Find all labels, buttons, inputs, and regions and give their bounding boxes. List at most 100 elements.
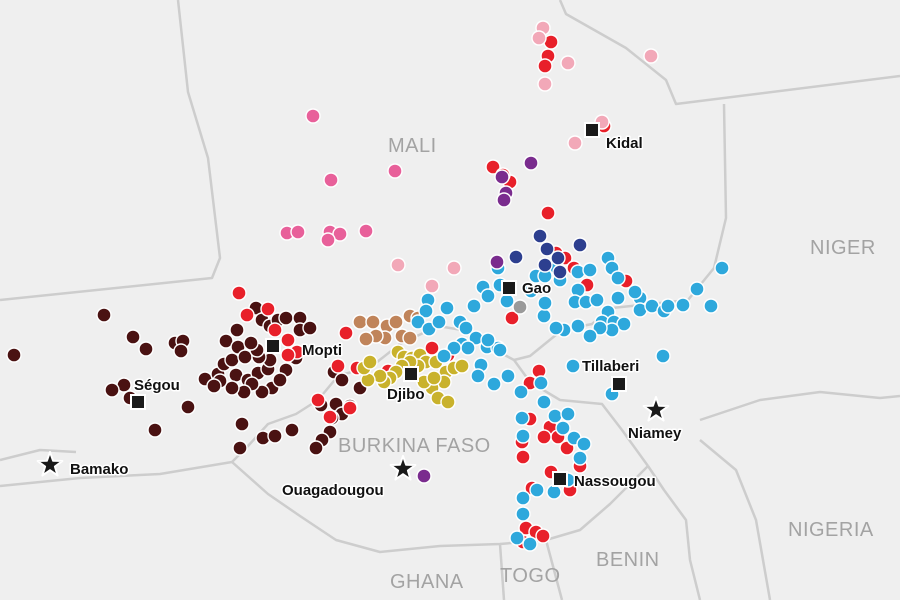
burkina-south-border	[231, 461, 649, 554]
city-label-kidal: Kidal	[606, 135, 643, 152]
event-dot-sky-blue	[515, 428, 531, 444]
event-dot-dark-maroon	[232, 440, 248, 456]
event-dot-sky-blue	[592, 320, 608, 336]
event-dot-dark-maroon	[229, 322, 245, 338]
event-dot-sky-blue	[515, 506, 531, 522]
event-dot-sky-blue	[537, 295, 553, 311]
city-label-segou: Ségou	[134, 377, 180, 394]
event-dot-sky-blue	[513, 384, 529, 400]
event-dot-dark-maroon	[308, 440, 324, 456]
event-dot-sky-blue	[492, 342, 508, 358]
event-dot-red	[310, 392, 326, 408]
event-dot-dark-maroon	[138, 341, 154, 357]
event-dot-grey	[512, 299, 528, 315]
ghana-togo-border	[498, 543, 506, 600]
event-dot-navy	[552, 264, 568, 280]
event-dot-light-pink	[560, 55, 576, 71]
city-niamey: Niamey	[627, 396, 684, 444]
country-label-togo: TOGO	[500, 565, 561, 587]
capital-star-icon	[36, 451, 64, 477]
event-dot-red	[540, 205, 556, 221]
event-dot-red	[267, 322, 283, 338]
event-dot-sky-blue	[466, 298, 482, 314]
event-dot-sky-blue	[514, 410, 530, 426]
event-dot-sky-blue	[660, 298, 676, 314]
event-dot-pink	[320, 232, 336, 248]
event-dot-sky-blue	[616, 316, 632, 332]
event-dot-sky-blue	[480, 332, 496, 348]
event-dot-dark-maroon	[272, 372, 288, 388]
event-dot-tan	[388, 314, 404, 330]
event-dot-light-pink	[424, 278, 440, 294]
city-label-tillaberi: Tillaberi	[582, 358, 639, 375]
event-dot-purple	[496, 192, 512, 208]
city-label-djibo: Djibo	[387, 386, 425, 403]
event-dot-sky-blue	[560, 406, 576, 422]
event-dot-red	[231, 285, 247, 301]
event-dot-light-pink	[567, 135, 583, 151]
city-nassougou: Nassougou	[552, 471, 657, 492]
country-label-nigeria: NIGERIA	[788, 519, 874, 541]
nigeria-benin-border	[699, 439, 772, 600]
togo-benin-border	[544, 539, 564, 600]
west-lower-border	[0, 448, 77, 462]
event-dot-sky-blue	[529, 482, 545, 498]
event-dot-sky-blue	[689, 281, 705, 297]
event-dot-sky-blue	[470, 368, 486, 384]
event-dot-sky-blue	[446, 340, 462, 356]
event-dot-sky-blue	[439, 300, 455, 316]
city-label-bamako: Bamako	[70, 461, 128, 478]
event-dot-light-pink	[537, 76, 553, 92]
country-label-benin: BENIN	[596, 549, 660, 571]
event-dot-sky-blue	[533, 375, 549, 391]
event-dot-purple	[416, 468, 432, 484]
event-dot-red	[537, 58, 553, 74]
event-dot-light-pink	[531, 30, 547, 46]
event-dot-red	[504, 310, 520, 326]
event-dot-sky-blue	[548, 320, 564, 336]
event-dot-sky-blue	[436, 348, 452, 364]
event-dot-sky-blue	[523, 283, 539, 299]
capital-star-icon	[642, 396, 670, 422]
event-dot-sky-blue	[576, 436, 592, 452]
event-dot-light-pink	[390, 257, 406, 273]
event-dot-pink	[323, 172, 339, 188]
event-dot-dark-maroon	[278, 310, 294, 326]
event-dot-dark-maroon	[224, 380, 240, 396]
event-dot-sky-blue	[500, 368, 516, 384]
event-dot-dark-maroon	[173, 343, 189, 359]
event-dot-dark-maroon	[206, 378, 222, 394]
event-dot-tan	[365, 314, 381, 330]
mali-west-border	[0, 0, 222, 302]
event-dot-sky-blue	[675, 297, 691, 313]
event-dot-navy	[537, 257, 553, 273]
event-dot-sky-blue	[546, 484, 562, 500]
event-dot-dark-maroon	[243, 335, 259, 351]
event-dot-navy	[550, 250, 566, 266]
event-dot-sky-blue	[431, 314, 447, 330]
event-dot-pink	[358, 223, 374, 239]
city-label-niamey: Niamey	[628, 425, 682, 442]
event-dot-purple	[523, 155, 539, 171]
event-dot-purple	[489, 254, 505, 270]
city-square-icon	[403, 366, 419, 382]
country-label-ghana: GHANA	[390, 571, 464, 593]
event-dot-sky-blue	[565, 358, 581, 374]
event-dot-sky-blue	[410, 314, 426, 330]
city-segou: Ségou	[130, 376, 181, 410]
event-dot-navy	[572, 237, 588, 253]
city-square-icon	[611, 376, 627, 392]
city-bamako: Bamako	[36, 451, 130, 480]
city-label-mopti: Mopti	[302, 342, 342, 359]
event-dot-olive	[362, 354, 378, 370]
country-label-burkina-faso: BURKINA FASO	[338, 435, 491, 457]
event-dot-sky-blue	[582, 328, 598, 344]
event-dot-red	[485, 159, 501, 175]
event-dot-tan	[402, 330, 418, 346]
event-dot-dark-maroon	[267, 428, 283, 444]
event-dot-sky-blue	[610, 290, 626, 306]
event-dot-sky-blue	[655, 348, 671, 364]
event-dot-red	[322, 409, 338, 425]
event-dot-sky-blue	[627, 284, 643, 300]
